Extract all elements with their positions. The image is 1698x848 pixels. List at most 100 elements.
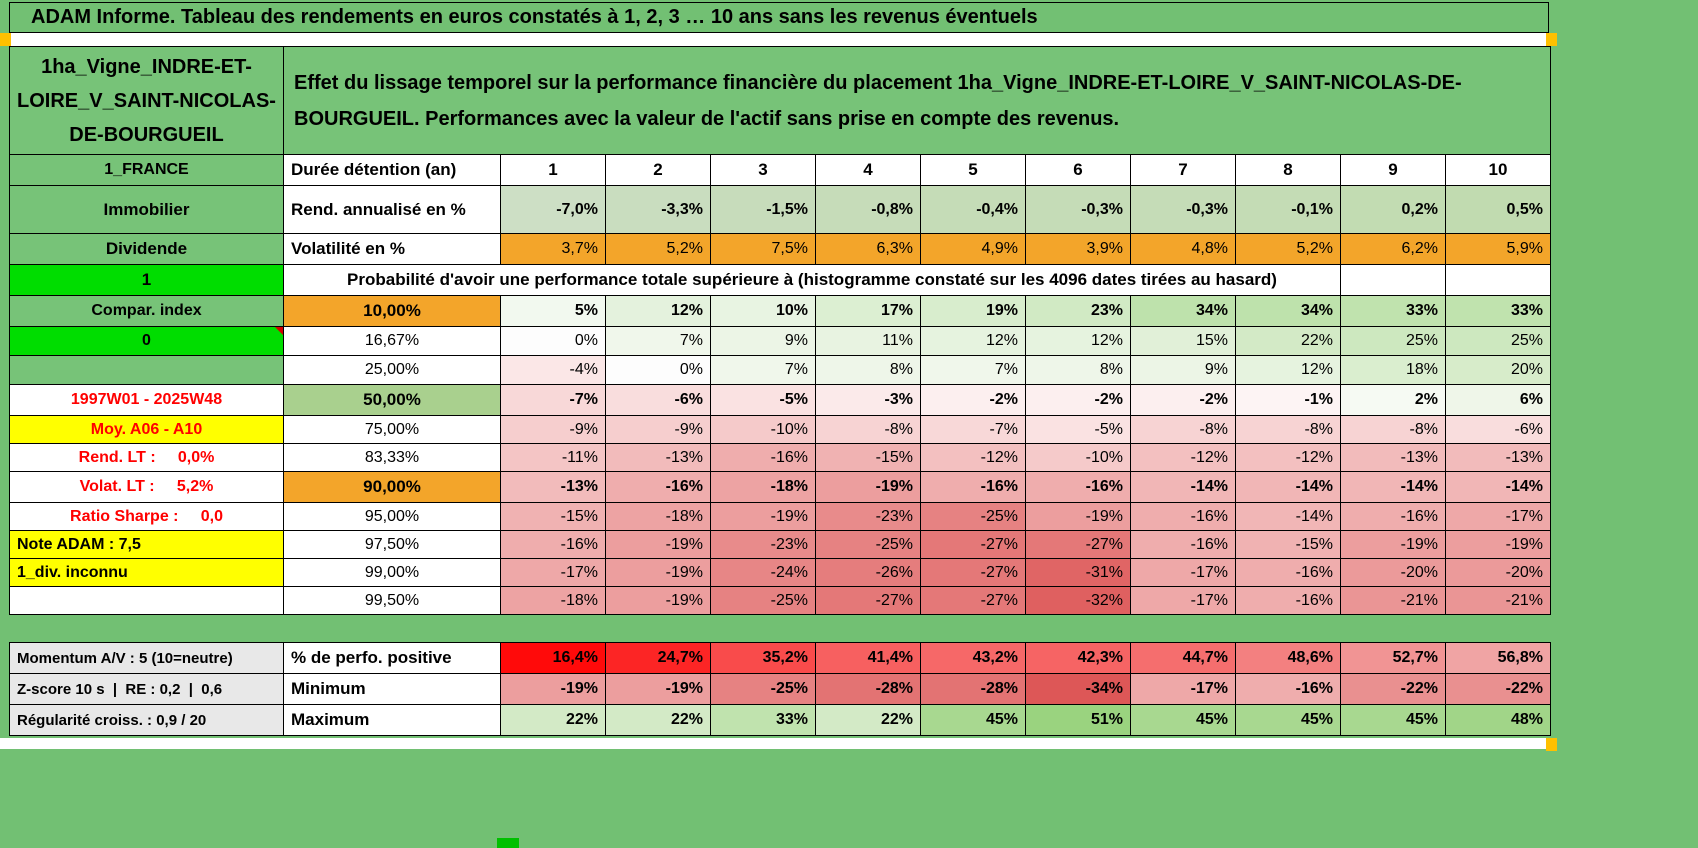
stat-value[interactable]: 22% bbox=[605, 704, 711, 736]
proba-value[interactable]: -15% bbox=[1235, 530, 1341, 559]
stat-value[interactable]: 24,7% bbox=[605, 642, 711, 674]
stat-value[interactable]: 45% bbox=[920, 704, 1026, 736]
percentile-label[interactable]: 75,00% bbox=[283, 415, 501, 444]
proba-value[interactable]: -16% bbox=[710, 443, 816, 472]
stat-value[interactable]: 43,2% bbox=[920, 642, 1026, 674]
proba-value[interactable]: 11% bbox=[815, 326, 921, 356]
proba-value[interactable]: 17% bbox=[815, 295, 921, 327]
proba-value[interactable]: 33% bbox=[1445, 295, 1551, 327]
rend-value[interactable]: -0,3% bbox=[1025, 185, 1131, 234]
proba-value[interactable]: 33% bbox=[1340, 295, 1446, 327]
proba-value[interactable]: -15% bbox=[500, 502, 606, 531]
stat-value[interactable]: 52,7% bbox=[1340, 642, 1446, 674]
stat-value[interactable]: 45% bbox=[1130, 704, 1236, 736]
proba-value[interactable]: -27% bbox=[920, 558, 1026, 587]
proba-value[interactable]: 34% bbox=[1235, 295, 1341, 327]
row-label[interactable]: Note ADAM : 7,5 bbox=[9, 530, 284, 559]
proba-value[interactable]: 2% bbox=[1340, 384, 1446, 416]
stat-value[interactable]: 42,3% bbox=[1025, 642, 1131, 674]
stat-value[interactable]: -28% bbox=[920, 673, 1026, 705]
empty-cell[interactable] bbox=[1340, 264, 1446, 296]
proba-value[interactable]: 12% bbox=[1235, 355, 1341, 385]
proba-value[interactable]: -13% bbox=[605, 443, 711, 472]
proba-value[interactable]: -17% bbox=[1445, 502, 1551, 531]
proba-value[interactable]: 7% bbox=[605, 326, 711, 356]
proba-value[interactable]: -12% bbox=[920, 443, 1026, 472]
stat-label[interactable]: Momentum A/V : 5 (10=neutre) bbox=[9, 642, 284, 674]
duration-col-header[interactable]: 5 bbox=[920, 154, 1026, 186]
duration-col-header[interactable]: 1 bbox=[500, 154, 606, 186]
row-label[interactable] bbox=[9, 586, 284, 615]
proba-value[interactable]: -25% bbox=[920, 502, 1026, 531]
proba-value[interactable]: 12% bbox=[920, 326, 1026, 356]
stat-value[interactable]: 22% bbox=[500, 704, 606, 736]
proba-value[interactable]: -31% bbox=[1025, 558, 1131, 587]
stat-value[interactable]: -34% bbox=[1025, 673, 1131, 705]
percentile-label[interactable]: 90,00% bbox=[283, 471, 501, 503]
proba-value[interactable]: -16% bbox=[605, 471, 711, 503]
proba-value[interactable]: -2% bbox=[1130, 384, 1236, 416]
proba-value[interactable]: -16% bbox=[1235, 558, 1341, 587]
proba-value[interactable]: 8% bbox=[815, 355, 921, 385]
stat-value[interactable]: 33% bbox=[710, 704, 816, 736]
proba-value[interactable]: -13% bbox=[500, 471, 606, 503]
proba-value[interactable]: -14% bbox=[1235, 502, 1341, 531]
proba-value[interactable]: -8% bbox=[1130, 415, 1236, 444]
row-label[interactable]: Ratio Sharpe : 0,0 bbox=[9, 502, 284, 531]
proba-value[interactable]: -16% bbox=[1025, 471, 1131, 503]
percentile-label[interactable]: 25,00% bbox=[283, 355, 501, 385]
row-label-immobilier[interactable]: Immobilier bbox=[9, 185, 284, 234]
proba-value[interactable]: -21% bbox=[1340, 586, 1446, 615]
proba-value[interactable]: -17% bbox=[1130, 558, 1236, 587]
proba-value[interactable]: -16% bbox=[1340, 502, 1446, 531]
rend-value[interactable]: -7,0% bbox=[500, 185, 606, 234]
proba-value[interactable]: -18% bbox=[500, 586, 606, 615]
probability-header[interactable]: Probabilité d'avoir une performance tota… bbox=[283, 264, 1341, 296]
percentile-label[interactable]: 16,67% bbox=[283, 326, 501, 356]
row-header-duration[interactable]: Durée détention (an) bbox=[283, 154, 501, 186]
proba-value[interactable]: 0% bbox=[500, 326, 606, 356]
stat-value[interactable]: -17% bbox=[1130, 673, 1236, 705]
proba-value[interactable]: -8% bbox=[1340, 415, 1446, 444]
stat-value[interactable]: -22% bbox=[1340, 673, 1446, 705]
volat-value[interactable]: 6,2% bbox=[1340, 233, 1446, 265]
proba-value[interactable]: -14% bbox=[1235, 471, 1341, 503]
stat-value[interactable]: -28% bbox=[815, 673, 921, 705]
proba-value[interactable]: -18% bbox=[605, 502, 711, 531]
stat-label[interactable]: Z-score 10 s | RE : 0,2 | 0,6 bbox=[9, 673, 284, 705]
proba-value[interactable]: -14% bbox=[1445, 471, 1551, 503]
proba-value[interactable]: 12% bbox=[605, 295, 711, 327]
proba-value[interactable]: -16% bbox=[1235, 586, 1341, 615]
proba-value[interactable]: -7% bbox=[920, 415, 1026, 444]
proba-value[interactable]: -19% bbox=[815, 471, 921, 503]
row-label[interactable]: Compar. index bbox=[9, 295, 284, 327]
proba-value[interactable]: 5% bbox=[500, 295, 606, 327]
proba-value[interactable]: -15% bbox=[815, 443, 921, 472]
proba-value[interactable]: 18% bbox=[1340, 355, 1446, 385]
rend-value[interactable]: -0,3% bbox=[1130, 185, 1236, 234]
row-label[interactable]: Rend. LT : 0,0% bbox=[9, 443, 284, 472]
duration-col-header[interactable]: 7 bbox=[1130, 154, 1236, 186]
proba-value[interactable]: 10% bbox=[710, 295, 816, 327]
percentile-label[interactable]: 83,33% bbox=[283, 443, 501, 472]
proba-value[interactable]: -16% bbox=[920, 471, 1026, 503]
volat-value[interactable]: 4,9% bbox=[920, 233, 1026, 265]
stat-value[interactable]: 48% bbox=[1445, 704, 1551, 736]
duration-col-header[interactable]: 3 bbox=[710, 154, 816, 186]
row-label[interactable]: Moy. A06 - A10 bbox=[9, 415, 284, 444]
proba-value[interactable]: -18% bbox=[710, 471, 816, 503]
row-label[interactable]: 1_div. inconnu bbox=[9, 558, 284, 587]
proba-value[interactable]: -7% bbox=[500, 384, 606, 416]
row-label[interactable] bbox=[9, 355, 284, 385]
duration-col-header[interactable]: 2 bbox=[605, 154, 711, 186]
volat-value[interactable]: 6,3% bbox=[815, 233, 921, 265]
proba-value[interactable]: 23% bbox=[1025, 295, 1131, 327]
proba-value[interactable]: -10% bbox=[1025, 443, 1131, 472]
rend-value[interactable]: 0,2% bbox=[1340, 185, 1446, 234]
empty-cell[interactable] bbox=[1445, 264, 1551, 296]
proba-value[interactable]: 19% bbox=[920, 295, 1026, 327]
proba-value[interactable]: -5% bbox=[1025, 415, 1131, 444]
proba-value[interactable]: -19% bbox=[605, 530, 711, 559]
proba-value[interactable]: 12% bbox=[1025, 326, 1131, 356]
duration-col-header[interactable]: 6 bbox=[1025, 154, 1131, 186]
